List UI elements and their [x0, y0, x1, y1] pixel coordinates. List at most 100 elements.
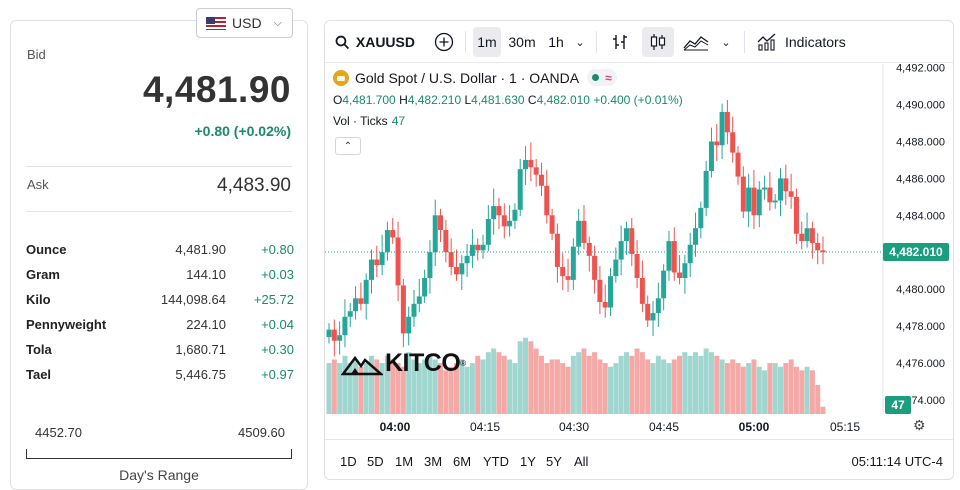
volume-bar	[443, 370, 449, 414]
high-label: H	[399, 93, 408, 107]
kitco-logo-icon	[341, 355, 383, 375]
interval-dropdown[interactable]: ⌄	[572, 27, 588, 57]
volume-bar	[799, 370, 805, 414]
candle-body	[592, 255, 598, 280]
candle-body	[501, 215, 507, 227]
volume-bar	[358, 366, 364, 414]
ohlc-legend: O4,481.700 H4,482.210 L4,481.630 C4,482.…	[333, 93, 683, 107]
day-range-label: Day's Range	[119, 467, 199, 483]
candle-body	[337, 335, 343, 341]
candle-body	[613, 259, 619, 277]
unit-price: 1,680.71	[175, 342, 226, 357]
candle-body	[740, 176, 746, 212]
quote-panel: Bid 4,481.90 +0.80 (+0.02%) Ask 4,483.90…	[10, 20, 308, 490]
volume-bar	[379, 363, 385, 414]
volume-bar	[549, 359, 555, 414]
volume-bar	[629, 355, 635, 414]
candle-body	[560, 266, 566, 277]
range-all[interactable]: All	[574, 454, 589, 469]
y-tick-label: 4,476.000	[896, 358, 945, 370]
day-range-high: 4509.60	[238, 425, 285, 440]
volume-bar	[762, 370, 768, 414]
volume-bar	[496, 352, 502, 414]
bid-price: 4,481.90	[142, 69, 291, 110]
candle-body	[353, 298, 359, 312]
compare-symbol-button[interactable]	[429, 27, 459, 57]
chart-settings-button[interactable]: ⚙	[913, 417, 926, 434]
unit-row: Pennyweight 224.10 +0.04	[26, 312, 294, 337]
volume-bar	[788, 359, 794, 414]
volume-bar	[767, 363, 773, 414]
low-value: 4,481.630	[471, 93, 525, 107]
volume-bar	[390, 359, 396, 414]
interval-1m[interactable]: 1m	[473, 27, 501, 57]
candle-body	[538, 174, 544, 186]
candle-body	[459, 263, 465, 275]
candle-body	[512, 209, 518, 221]
volume-bar	[469, 363, 475, 414]
range-ytd[interactable]: YTD	[483, 454, 509, 469]
volume-label: Vol · Ticks	[333, 114, 388, 128]
volume-bar	[645, 359, 651, 414]
chart-type-dropdown[interactable]: ⌄	[718, 27, 734, 57]
unit-change: +0.04	[261, 317, 294, 332]
volume-bar	[347, 363, 353, 414]
volume-bar	[554, 359, 560, 414]
volume-bar	[331, 359, 337, 414]
y-tick-label: 4,486.000	[896, 173, 945, 185]
candle-body	[602, 301, 608, 308]
range-1y[interactable]: 1Y	[520, 454, 536, 469]
range-5y[interactable]: 5Y	[546, 454, 562, 469]
candle-body	[772, 200, 778, 203]
collapse-legend-button[interactable]: ⌃	[335, 137, 361, 155]
open-value: 4,481.700	[342, 93, 396, 107]
range-5d[interactable]: 5D	[367, 454, 384, 469]
toolbar-divider	[465, 31, 466, 53]
chart-legend-title: Gold Spot / U.S. Dollar · 1 · OANDA ≈	[333, 69, 617, 86]
candle-body	[549, 215, 555, 234]
unit-name: Gram	[26, 267, 60, 282]
interval-1h[interactable]: 1h	[548, 34, 564, 50]
symbol-search-button[interactable]: XAUUSD	[331, 27, 415, 57]
volume-bar	[751, 359, 757, 414]
bar-style-button[interactable]	[606, 27, 634, 57]
unit-price-table: Ounce 4,481.90 +0.80 Gram 144.10 +0.03 K…	[26, 237, 294, 387]
candle-body	[655, 298, 661, 314]
volume-bar	[570, 355, 576, 414]
plus-circle-icon	[434, 32, 454, 52]
range-3m[interactable]: 3M	[424, 454, 443, 469]
candle-body	[453, 266, 459, 275]
range-1d[interactable]: 1D	[340, 454, 357, 469]
volume-bar	[406, 352, 412, 414]
volume-bar	[395, 363, 401, 414]
candle-body	[358, 298, 364, 304]
candle-body	[682, 263, 688, 279]
bid-change: +0.80 (+0.02%)	[194, 123, 291, 139]
y-tick-label: 4,484.000	[896, 210, 945, 222]
candle-style-button[interactable]	[642, 27, 674, 57]
candle-body	[687, 244, 693, 264]
candle-body	[618, 241, 624, 260]
volume-bar	[597, 359, 603, 414]
range-6m[interactable]: 6M	[453, 454, 472, 469]
ask-label: Ask	[27, 177, 49, 192]
volume-bar	[735, 363, 741, 414]
indicators-button[interactable]: Indicators	[753, 27, 853, 57]
volume-bar	[560, 363, 566, 414]
volume-bar	[772, 363, 778, 414]
volume-bar	[581, 348, 587, 414]
candle-body	[422, 278, 428, 297]
range-1m[interactable]: 1M	[395, 454, 414, 469]
area-style-button[interactable]	[680, 27, 712, 57]
ohlc-change: +0.400 (+0.01%)	[593, 93, 683, 107]
unit-change: +0.97	[261, 367, 294, 382]
price-chart[interactable]: 4,492.000 4,490.000 4,488.000 4,486.000 4,48…	[325, 64, 954, 439]
unit-row: Tola 1,680.71 +0.30	[26, 337, 294, 362]
volume-bar	[746, 363, 752, 414]
candle-body	[756, 189, 762, 216]
x-tick-label: 04:30	[559, 420, 589, 434]
interval-30m[interactable]: 30m	[508, 34, 536, 50]
currency-select[interactable]: USD ⌵	[196, 8, 293, 38]
unit-price: 144,098.64	[160, 292, 226, 307]
market-status-pill[interactable]: ≈	[587, 69, 617, 86]
